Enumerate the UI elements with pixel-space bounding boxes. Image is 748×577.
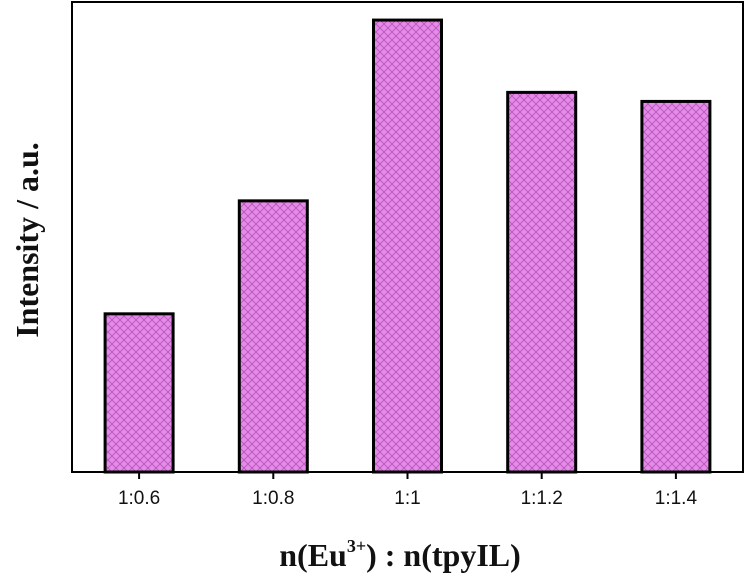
x-tick-label: 1:0.8 (252, 488, 294, 509)
y-axis-title: Intensity / a.u. (9, 142, 45, 338)
x-tick-label: 1:0.6 (118, 488, 160, 509)
x-tick-label: 1:1 (394, 488, 420, 509)
x-axis-title-main: n(Eu (279, 537, 347, 573)
bar-1:0.8 (237, 199, 309, 474)
bar-1:1 (372, 18, 443, 474)
x-tick-label: 1:1.4 (655, 488, 698, 509)
x-axis-title-superscript: 3+ (347, 536, 366, 556)
bar-1:1.2 (506, 90, 578, 474)
bar-1:1.4 (640, 99, 712, 474)
x-tick-label: 1:1.2 (521, 488, 563, 509)
x-ticks-group: 1:0.6 1:0.8 1:1 1:1.2 1:1.4 (118, 472, 697, 509)
bar-1:0.6 (103, 312, 175, 474)
x-axis-title-tail: ) : n(tpyIL) (366, 537, 521, 573)
x-axis-title: n(Eu3+) : n(tpyIL) (279, 536, 521, 573)
bars-group (103, 18, 712, 474)
